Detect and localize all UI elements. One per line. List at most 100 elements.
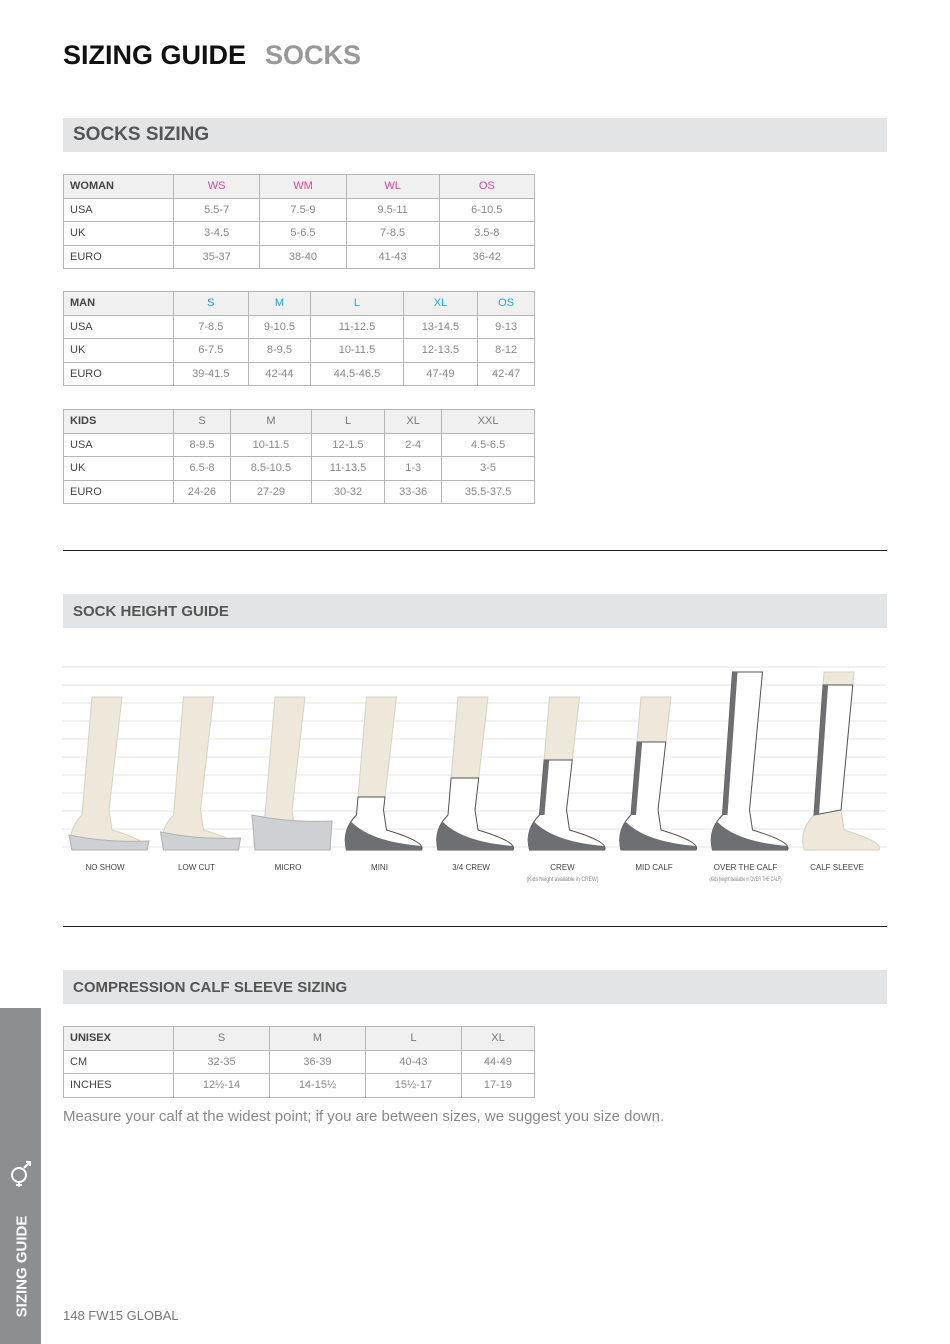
cell: 3.5-8 [438,221,536,246]
cell: 9-13 [477,314,535,339]
cell: 35-37 [172,244,261,269]
cell: 38-40 [259,244,347,269]
header-cell: S [173,409,231,434]
header-cell: S [173,291,249,316]
cell: 40-43 [364,1049,462,1074]
header-cell: XL [402,291,479,316]
cell: 5.5-7 [172,197,261,222]
note: Measure your calf at the widest point; i… [63,1108,665,1125]
section-title: COMPRESSION CALF SLEEVE SIZING [63,970,887,1004]
sock-sole [619,822,696,850]
cell: 8-9.5 [173,432,231,457]
header-cell: M [229,409,312,434]
header-cell: S [173,1026,270,1051]
sock [251,814,333,851]
row: EURO 39-41.5 42-44 44.5-46.5 47-49 42-47 [63,361,535,386]
sidebar: SIZING GUIDE [0,1008,41,1344]
item-note: (Kids height available in CREW) [527,876,599,883]
divider [63,926,887,927]
header-cell: M [247,291,312,316]
page-title: SIZING GUIDE [63,40,247,70]
cell: 9.5-11 [345,197,440,222]
cell: EURO [63,244,174,269]
item-label: CALF SLEEVE [810,863,864,872]
section-title: SOCK HEIGHT GUIDE [63,594,887,628]
cell: 27-29 [229,479,312,504]
cell: 1-3 [384,456,443,481]
header-cell: KIDS [63,409,174,434]
item-note: (Kids height available in OVER THE CALF) [710,876,782,883]
row: USA 8-9.5 10-11.5 12-1.5 2-4 4.5-6.5 [63,432,535,457]
divider [63,550,887,551]
cell: 30-32 [310,479,386,504]
header-cell: M [268,1026,366,1051]
row: INCHES 12½-14 14-15½ 15½-17 17-19 [63,1073,536,1098]
row: EURO 35-37 38-40 41-43 36-42 [63,244,536,269]
size-table: WOMAN WS WM WL OS USA 5.5-7 7.5-9 9.5-11 6-10.5 UK… [63,174,536,269]
cell: 12-13.5 [402,338,479,363]
header-cell: L [364,1026,462,1051]
cell: 42-44 [247,361,312,386]
cell: 33-36 [384,479,443,504]
sock [527,759,606,851]
section-title: SOCKS SIZING [63,118,887,152]
sock [710,671,789,851]
row: UK 3-4.5 5-6.5 7-8.5 3.5-8 [63,221,536,246]
item-label: LOW CUT [178,863,215,872]
leg [161,696,240,851]
cell: UK [63,338,174,363]
header-row: MAN S M L XL OS [63,291,535,316]
sock [68,834,150,851]
size-table: UNISEX S M L XL CM 32-35 36-39 40-43 44-49 INCHES 1… [63,1026,536,1098]
cell: 6.5-8 [173,456,231,481]
item-label: OVER THE CALF [714,863,778,872]
page-subtitle: SOCKS [265,40,362,70]
row: UK 6-7.5 8-9.5 10-11.5 12-13.5 8-12 [63,338,535,363]
cell: 5-6.5 [259,221,347,246]
cell: 7-8.5 [345,221,440,246]
cell: 10-11.5 [310,338,404,363]
cell: 9-10.5 [247,314,312,339]
cell: UK [63,221,174,246]
cell: 10-11.5 [229,432,312,457]
sock [159,831,242,851]
cell: 6-7.5 [173,338,249,363]
cell: 47-49 [402,361,479,386]
sock-sole [436,822,513,850]
row: USA 7-8.5 9-10.5 11-12.5 13-14.5 9-13 [63,314,535,339]
cell: 41-43 [345,244,440,269]
cell: CM [63,1049,174,1074]
cell: USA [63,314,174,339]
sock-sole [344,822,422,850]
item-label: NO SHOW [85,863,125,872]
cell: 11-13.5 [310,456,386,481]
header-row: KIDS S M L XL XXL [63,409,535,434]
cell: 36-39 [268,1049,366,1074]
cell: 8.5-10.5 [229,456,312,481]
cell: 42-47 [477,361,535,386]
cell: 44-49 [460,1049,536,1074]
cell: 36-42 [438,244,536,269]
size-table: KIDS S M L XL XXL USA 8-9.5 10-11.5 12-1.5 2-4 4.5-… [63,409,535,504]
cell: 39-41.5 [173,361,249,386]
icon [11,1161,31,1187]
cell: 12½-14 [173,1073,270,1098]
item-label: MICRO [275,863,302,872]
cell: 8-9.5 [247,338,312,363]
cell: 8-12 [477,338,535,363]
header-cell: MAN [63,291,174,316]
cell: 7.5-9 [259,197,347,222]
cell: USA [63,432,174,457]
cell: 3-5 [441,456,535,481]
header-cell: WOMAN [63,174,174,199]
header-cell: OS [438,174,536,199]
item-label: MINI [371,863,388,872]
cell: 4.5-6.5 [441,432,535,457]
stripe [631,742,643,815]
header-cell: WS [172,174,261,199]
header-cell: L [310,291,404,316]
cell: 15½-17 [364,1073,462,1098]
cell: 35.5-37.5 [441,479,535,504]
header-cell: OS [477,291,535,316]
